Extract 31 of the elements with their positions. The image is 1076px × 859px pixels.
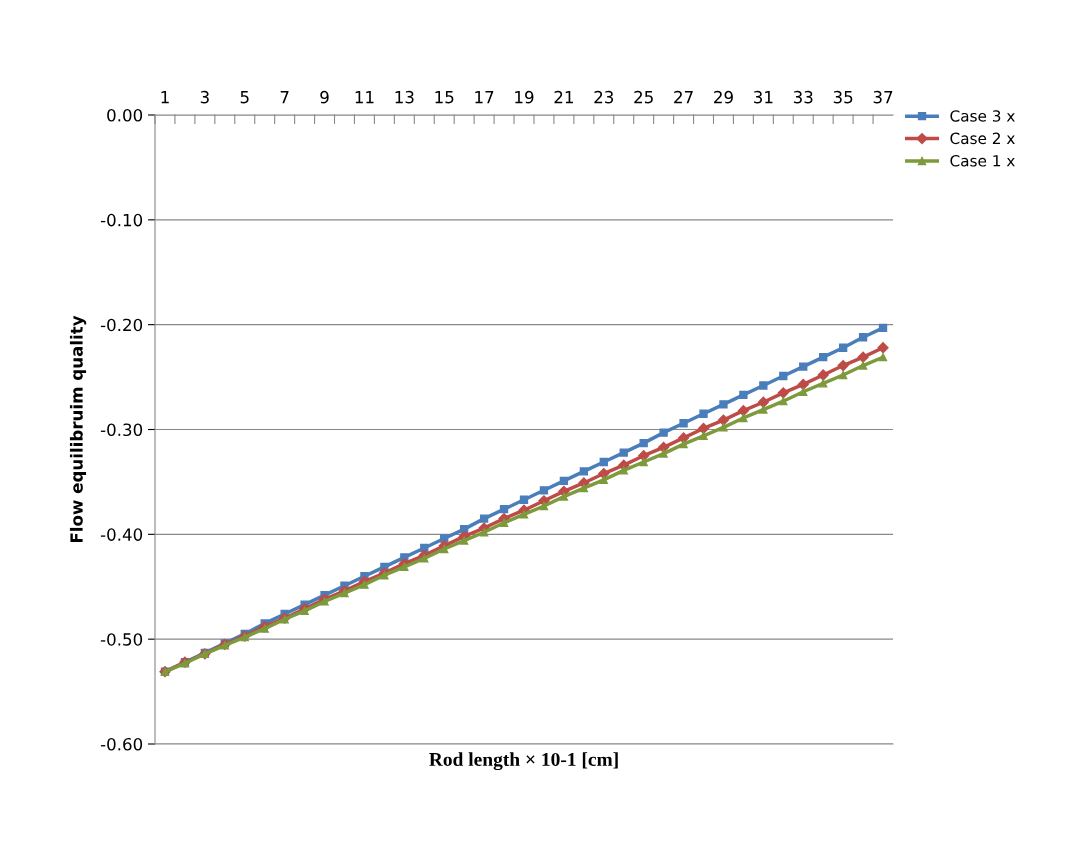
y-tick-label: 0.00	[107, 108, 143, 122]
x-tick-label: 33	[793, 90, 813, 104]
x-tick-label: 11	[355, 91, 374, 104]
y-tick-label: -0.30	[100, 423, 143, 437]
legend-label: Case 1 x	[950, 155, 1015, 167]
x-tick-label: 29	[714, 90, 733, 104]
x-tick-label: 19	[515, 90, 534, 104]
legend-label: Case 3 x	[950, 110, 1015, 122]
x-tick-label: 31	[754, 90, 773, 104]
y-tick-label: -0.60	[100, 737, 143, 751]
y-tick-label: -0.40	[100, 528, 143, 541]
legend-label: Case 2 x	[950, 132, 1015, 145]
x-tick-label: 13	[395, 90, 414, 104]
x-tick-label: 21	[554, 90, 573, 104]
x-tick-label: 25	[634, 90, 653, 104]
x-tick-label: 3	[200, 90, 209, 104]
x-tick-label: 5	[240, 91, 249, 104]
x-tick-label: 15	[435, 91, 454, 104]
x-axis-title: Rod length × 10-1 [cm]	[429, 752, 618, 771]
x-tick-label: 9	[320, 90, 329, 104]
x-tick-label: 23	[594, 90, 614, 104]
y-tick-label: -0.20	[100, 318, 143, 332]
y-tick-label: -0.50	[100, 633, 143, 646]
x-tick-label: 37	[873, 90, 893, 104]
x-tick-label: 35	[833, 90, 853, 104]
x-tick-label: 7	[280, 91, 289, 104]
x-tick-label: 1	[161, 91, 169, 104]
x-tick-label: 17	[475, 91, 494, 104]
x-tick-label: 27	[674, 90, 693, 104]
y-axis-title: Flow equilibruim quality	[69, 315, 87, 543]
y-tick-label: -0.10	[100, 213, 143, 227]
